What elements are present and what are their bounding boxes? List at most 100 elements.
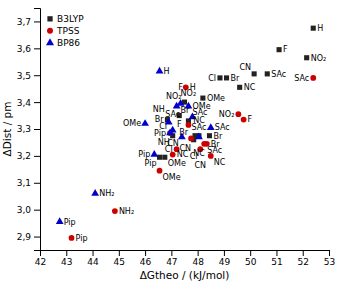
tick: 3,3: [17, 124, 40, 134]
tick-label: 3,5: [17, 71, 31, 81]
tick-mark: [34, 183, 40, 184]
tick-mark: [34, 210, 40, 211]
point: [169, 126, 177, 133]
legend-label: B3LYP: [57, 14, 84, 24]
points: [56, 26, 316, 241]
tick-mark: [34, 102, 40, 103]
point: [69, 235, 75, 241]
tick-mark: [171, 250, 172, 256]
legend-item: BP86: [46, 38, 80, 48]
tick: 3,1: [17, 178, 40, 188]
tick-label: 2,9: [17, 232, 32, 242]
tick-mark: [34, 237, 40, 238]
legend-item: B3LYP: [47, 14, 84, 24]
tick-mark: [34, 129, 40, 130]
tick: 42: [35, 250, 46, 267]
point-label: SAc: [271, 70, 286, 79]
axis-line: [34, 9, 41, 251]
tick-mark: [276, 250, 277, 256]
tick-label: 43: [61, 257, 72, 267]
tick-label: 45: [114, 257, 125, 267]
point-label: Cl: [208, 74, 216, 83]
legend-marker: [47, 28, 53, 34]
tick-label: 3,3: [17, 124, 31, 134]
point: [207, 133, 212, 138]
point: [91, 189, 99, 196]
tick-label: 3,6: [17, 44, 32, 54]
point: [237, 85, 242, 90]
point: [195, 133, 203, 140]
point-label: CN: [167, 139, 179, 148]
point: [141, 119, 149, 126]
point-label: F: [178, 83, 183, 92]
point: [252, 71, 257, 76]
point: [112, 208, 118, 214]
point-label: NH₂: [119, 207, 134, 216]
point-label: Br: [181, 106, 190, 115]
point-label: NC: [193, 149, 205, 158]
point-label: OMe: [123, 119, 141, 128]
point-label: Pip: [145, 159, 157, 168]
tick-mark: [93, 250, 94, 256]
point: [207, 123, 215, 130]
point: [265, 71, 270, 76]
point-label: SAc: [215, 123, 230, 132]
tick-label: 3,1: [17, 178, 31, 188]
point-label: H: [317, 24, 323, 33]
point: [241, 117, 247, 123]
point-label: Br: [179, 128, 188, 137]
tick-mark: [329, 250, 330, 256]
y-axis: 2,93,03,13,23,33,43,53,63,7: [17, 9, 41, 251]
tick-mark: [66, 250, 67, 256]
tick: 49: [219, 250, 231, 267]
tick-label: 51: [271, 257, 282, 267]
point-label: F: [248, 115, 253, 124]
tick: 46: [140, 250, 152, 267]
point-label: Pip: [76, 234, 88, 243]
point-label: F: [283, 45, 288, 54]
tick-label: 49: [219, 257, 231, 267]
point-label: NC: [244, 83, 256, 92]
axis-line: [41, 251, 330, 257]
y-axis-title: ΔDist / pm: [1, 102, 13, 157]
point-label: Pip: [138, 150, 150, 159]
tick-label: 44: [87, 257, 99, 267]
tick: 3,5: [17, 71, 40, 81]
point-label: Br: [211, 140, 220, 149]
point-label: NO₂: [181, 89, 197, 98]
tick-label: 47: [166, 257, 177, 267]
tick: 47: [166, 250, 177, 267]
tick-mark: [119, 250, 120, 256]
point: [156, 67, 164, 74]
tick-label: 3,4: [17, 97, 32, 107]
tick: 52: [298, 250, 309, 267]
legend-item: TPSS: [47, 26, 80, 36]
point-label: NH: [153, 105, 165, 114]
point-label: NO₂: [219, 110, 235, 119]
x-axis: 424344454647484950515253: [35, 250, 335, 267]
tick: 3,7: [17, 17, 40, 27]
tick-label: 48: [192, 257, 204, 267]
point-label: NO₂: [166, 92, 182, 101]
tick-label: 52: [298, 257, 309, 267]
tick-label: 42: [35, 257, 46, 267]
tick-mark: [34, 156, 40, 157]
point-label: OMe: [192, 102, 210, 111]
point-label: NC: [214, 158, 226, 167]
point: [188, 136, 194, 142]
point: [310, 75, 316, 81]
point-label: SAc: [165, 110, 180, 119]
point: [56, 217, 64, 224]
tick-label: 3,7: [17, 17, 31, 27]
point: [150, 150, 158, 157]
point-label: OMe: [168, 159, 186, 168]
tick-mark: [34, 48, 40, 49]
point-label: CN: [240, 63, 252, 72]
point-label: NC: [177, 150, 189, 159]
tick: 51: [271, 250, 282, 267]
tick: 50: [245, 250, 257, 267]
point: [157, 155, 162, 160]
x-axis-title: ΔGtheo / (kJ/mol): [140, 269, 230, 281]
point: [217, 75, 222, 80]
point-label: Pip: [64, 218, 76, 227]
